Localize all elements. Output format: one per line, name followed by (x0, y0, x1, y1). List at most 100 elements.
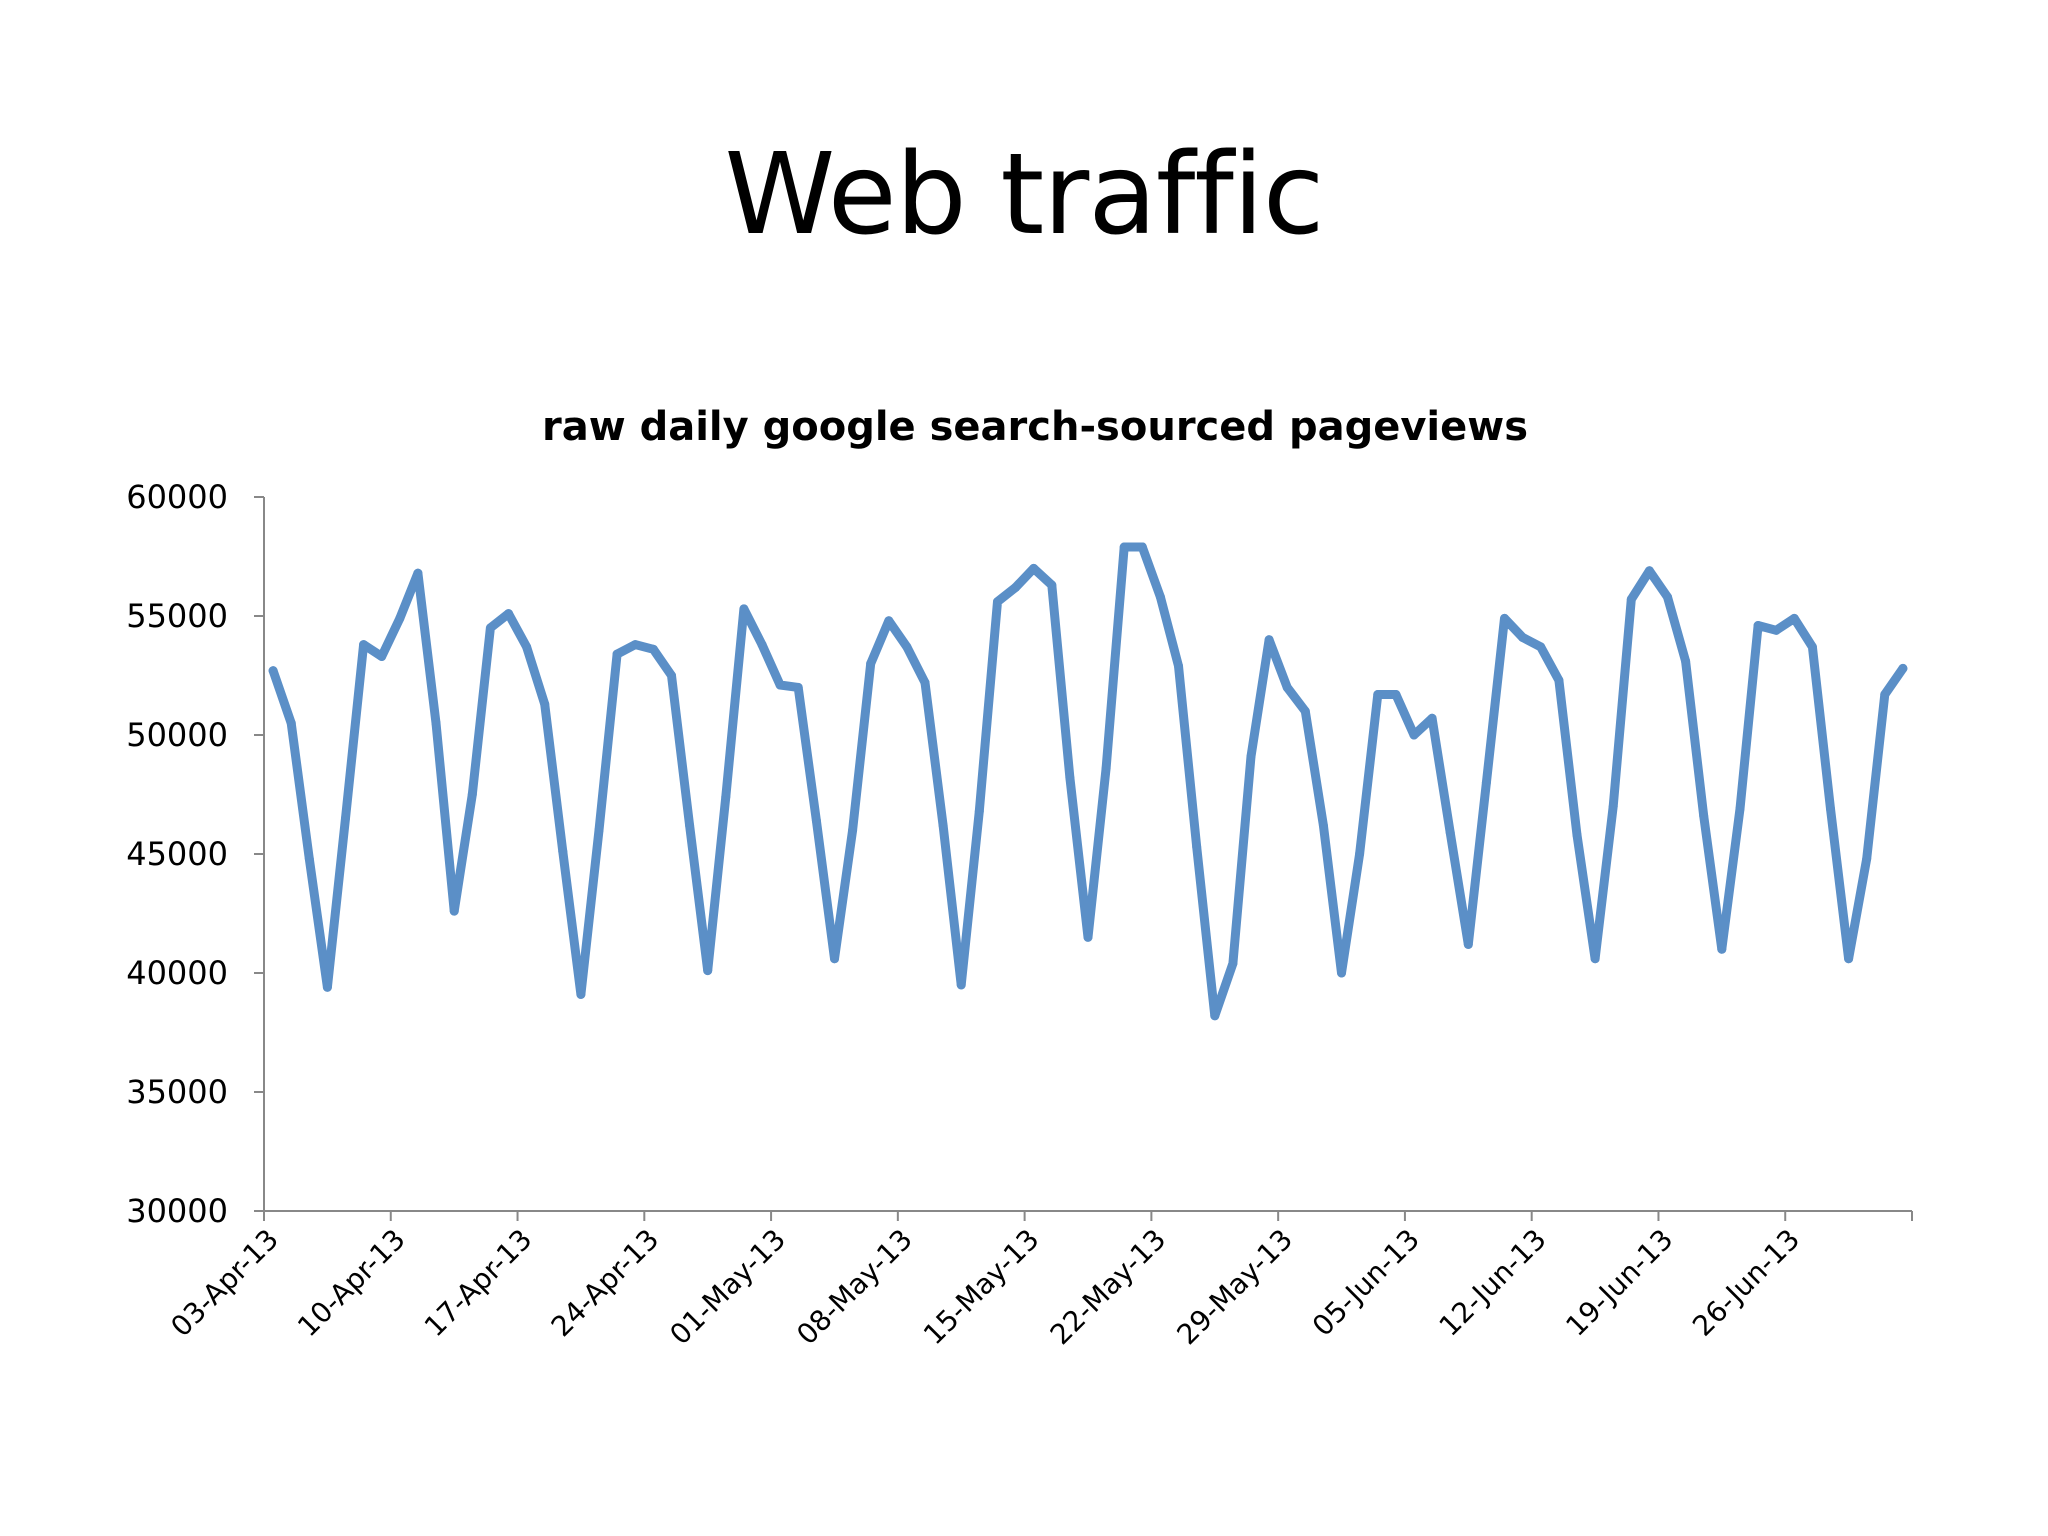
data-point (341, 813, 350, 823)
data-point (848, 825, 858, 835)
data-point (1011, 582, 1021, 592)
data-point (1536, 642, 1546, 652)
data-point (1880, 690, 1890, 699)
data-point (1029, 563, 1039, 573)
data-point (1753, 621, 1763, 630)
series-layer (268, 542, 1908, 1021)
data-point (667, 671, 676, 680)
data-point (1047, 580, 1057, 590)
data-point (1101, 763, 1111, 773)
data-point (377, 652, 387, 661)
data-point (1463, 939, 1473, 949)
chart-title: raw daily google search-sourced pageview… (542, 404, 1528, 450)
data-point (1826, 804, 1835, 814)
data-point (1500, 613, 1509, 623)
data-point (1717, 944, 1727, 954)
data-point (359, 640, 369, 650)
data-point (1300, 706, 1310, 716)
data-point (866, 659, 876, 669)
y-tick-label: 40000 (126, 954, 228, 992)
x-tick-label: 24-Apr-13 (545, 1223, 666, 1344)
y-tick-label: 35000 (126, 1073, 228, 1111)
data-point (956, 980, 966, 990)
data-point (1699, 811, 1709, 821)
x-tick-label: 22-May-13 (1044, 1223, 1173, 1352)
data-point (1481, 778, 1491, 788)
data-point (304, 854, 314, 864)
data-point (974, 806, 984, 816)
data-point (1554, 675, 1564, 685)
data-point (1210, 1011, 1220, 1021)
data-point (1373, 690, 1383, 699)
data-point (1590, 954, 1600, 964)
y-axis-ticks: 30000 35000 40000 45000 50000 55000 60000 (126, 478, 264, 1230)
y-tick-label: 50000 (126, 716, 228, 754)
data-point (504, 609, 513, 619)
data-point (1337, 968, 1346, 978)
data-point (1391, 690, 1401, 699)
data-point (1445, 828, 1455, 838)
data-point (1355, 849, 1365, 859)
data-point (757, 640, 767, 650)
x-tick-label: 10-Apr-13 (291, 1223, 412, 1344)
data-point (449, 906, 459, 916)
data-point (431, 718, 441, 728)
data-point (558, 847, 568, 857)
data-point (685, 820, 695, 830)
y-tick-label: 30000 (126, 1192, 228, 1230)
data-point (703, 966, 713, 976)
data-point (648, 644, 658, 654)
data-point (1608, 801, 1618, 811)
data-point (395, 613, 405, 623)
data-point (1644, 566, 1654, 576)
x-tick-label: 19-Jun-13 (1559, 1223, 1679, 1343)
data-point (1192, 842, 1202, 852)
data-point (630, 640, 640, 650)
data-point (1663, 592, 1672, 602)
x-tick-label: 12-Jun-13 (1433, 1223, 1553, 1343)
data-point (1427, 713, 1437, 723)
data-point (721, 792, 731, 802)
data-point (1119, 542, 1129, 552)
data-point (993, 597, 1002, 607)
x-tick-label: 29-May-13 (1171, 1223, 1300, 1352)
data-point (612, 649, 622, 659)
data-point (1264, 635, 1274, 645)
data-point (1771, 625, 1781, 635)
data-point (902, 642, 912, 652)
x-tick-label: 15-May-13 (917, 1223, 1046, 1352)
data-point (1318, 820, 1328, 830)
data-point (1626, 594, 1636, 604)
data-point (1246, 751, 1256, 761)
data-point (1065, 773, 1075, 783)
data-point (413, 568, 423, 578)
data-point (1862, 854, 1872, 864)
data-point (522, 642, 532, 652)
data-point (540, 699, 550, 709)
data-point (286, 718, 296, 728)
series-line (268, 542, 1908, 1021)
data-point (938, 820, 948, 830)
data-point (1898, 663, 1908, 673)
data-point (576, 989, 586, 999)
data-point (1083, 932, 1093, 942)
data-point (920, 678, 930, 688)
data-point (1228, 959, 1238, 968)
data-point (811, 816, 821, 826)
data-point (1681, 656, 1691, 666)
x-tick-label: 17-Apr-13 (418, 1223, 539, 1344)
y-tick-label: 45000 (126, 835, 228, 873)
y-tick-label: 60000 (126, 478, 228, 516)
data-point (1518, 632, 1528, 642)
data-point (739, 604, 749, 614)
data-point (1572, 830, 1582, 840)
data-point (1844, 954, 1854, 964)
data-point (1155, 592, 1165, 602)
data-point (1282, 682, 1292, 692)
x-tick-label: 08-May-13 (790, 1223, 919, 1352)
data-point (467, 790, 477, 799)
data-point (793, 682, 803, 692)
data-point (775, 680, 785, 690)
data-point (1807, 642, 1817, 652)
